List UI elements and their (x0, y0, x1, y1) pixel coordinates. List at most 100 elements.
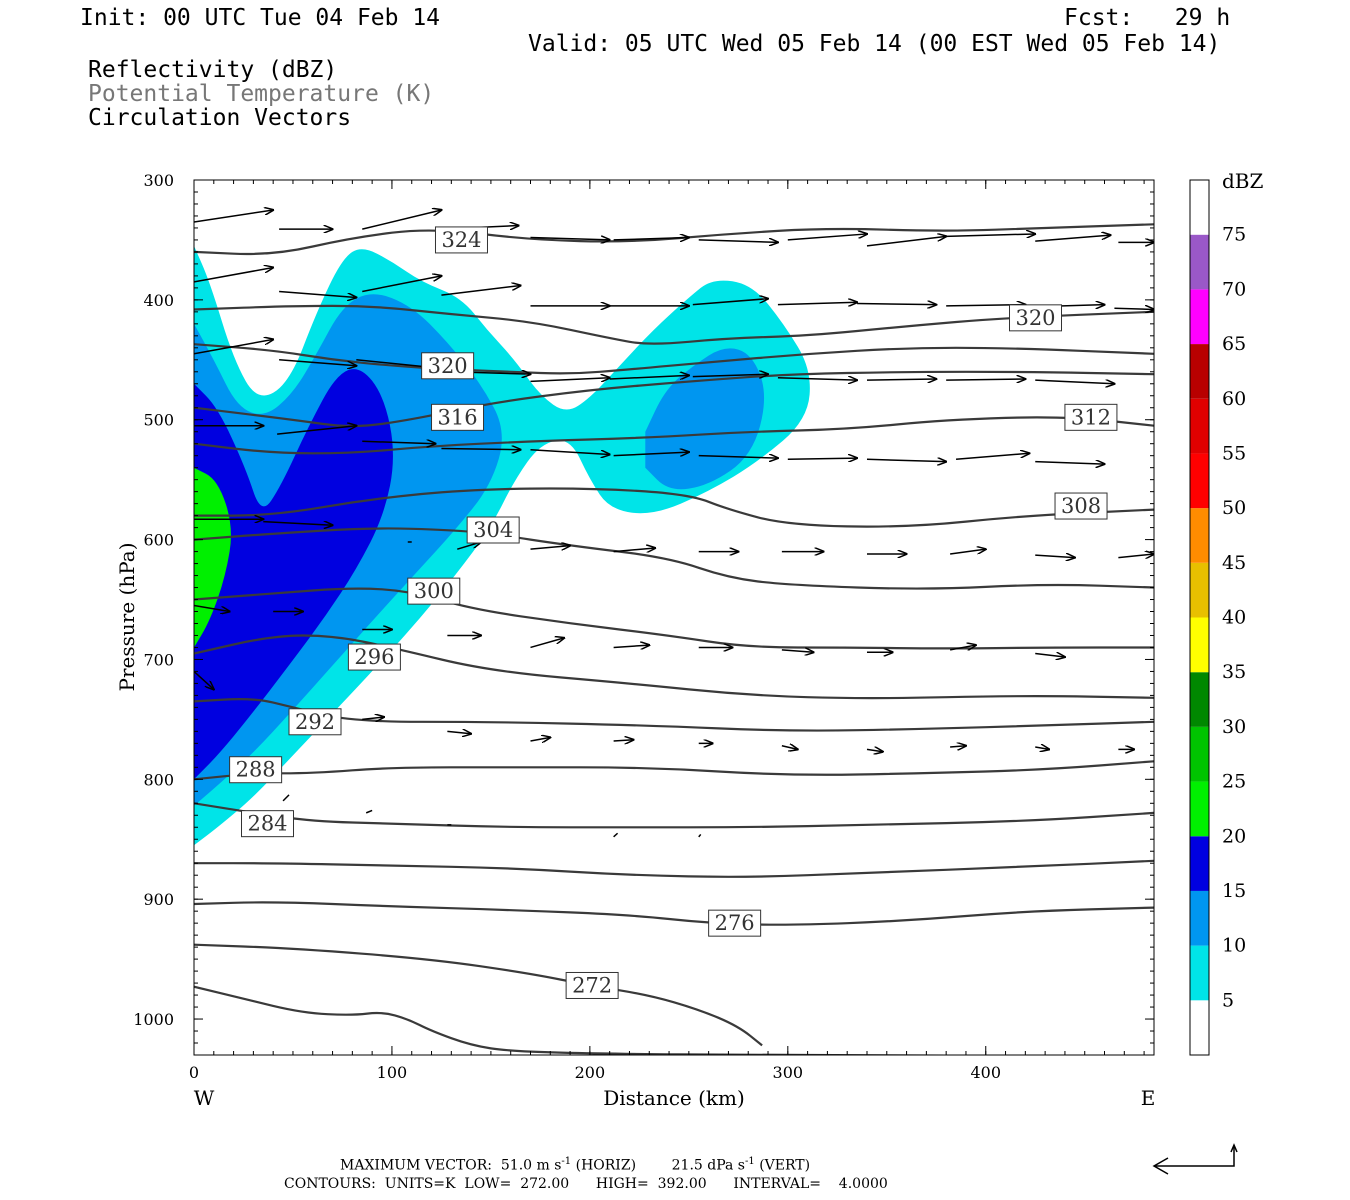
circulation-vector-4 (530, 238, 609, 240)
valid-time: Valid: 05 UTC Wed 05 Feb 14 (00 EST Wed … (528, 31, 1221, 57)
circulation-vector-41 (698, 456, 778, 458)
colorbar-swatch-8 (1190, 562, 1209, 618)
circulation-vector-51 (613, 548, 656, 552)
circulation-vector-62 (530, 638, 564, 649)
x-tick-label-200: 200 (575, 1063, 606, 1082)
contours-note: CONTOURS: UNITS=K LOW= 272.00 HIGH= 392.… (284, 1176, 888, 1192)
contour-label-box-304 (466, 516, 520, 544)
colorbar-level-65: 65 (1222, 333, 1246, 355)
colorbar-swatch-12 (1190, 344, 1209, 399)
circulation-vector-76 (866, 749, 883, 751)
contour-label-276: 276 (715, 911, 755, 935)
legend-reflectivity: Reflectivity (dBZ) (88, 57, 338, 83)
x-edge-label-west: W (194, 1086, 215, 1110)
contour-label-box-284 (241, 810, 295, 838)
theta-contour-316 (194, 370, 1154, 428)
contour-label-320: 320 (428, 354, 468, 378)
circulation-vector-32 (866, 379, 936, 380)
colorbar-level-40: 40 (1222, 607, 1246, 629)
circulation-vector-71 (447, 731, 471, 733)
contour-label-box-276 (708, 909, 762, 937)
circulation-vector-67 (949, 645, 976, 650)
colorbar-swatch-5 (1190, 726, 1209, 782)
x-tick-label-100: 100 (377, 1063, 408, 1082)
colorbar-swatch-9 (1190, 508, 1209, 563)
y-tick-label-500: 500 (143, 411, 174, 430)
colorbar-swatch-3 (1190, 836, 1209, 891)
colorbar-level-5: 5 (1222, 989, 1234, 1011)
colorbar: 5 10 15 20 25 30 35 40 45 50 55 60 65 70 75 (1189, 179, 1246, 1056)
circulation-vector-77 (950, 746, 966, 747)
y-tick-label-1000: 1000 (133, 1010, 174, 1029)
contour-label-box-312 (1064, 403, 1118, 431)
legend-circulation-vectors: Circulation Vectors (88, 105, 352, 131)
circulation-vector-5 (613, 238, 689, 240)
contour-label-box-272 (565, 971, 619, 999)
reference-vector-icon (1152, 1143, 1238, 1175)
contour-label-284: 284 (247, 812, 287, 836)
max-vector-mid: (HORIZ) 21.5 dPa s (571, 1157, 745, 1174)
circulation-vector-84 (698, 833, 702, 838)
circulation-vector-2 (362, 210, 441, 230)
y-tick-label-300: 300 (143, 171, 174, 190)
circulation-vector-81 (365, 809, 373, 814)
theta-contour-312 (194, 416, 1154, 455)
contour-label-box-320 (1009, 304, 1063, 332)
colorbar-level-45: 45 (1222, 552, 1246, 574)
circulation-vector-31 (777, 378, 857, 380)
y-tick-label-400: 400 (143, 291, 174, 310)
init-time: Init: 00 UTC Tue 04 Feb 14 (80, 5, 441, 31)
colorbar-swatch-14 (1190, 234, 1209, 290)
circulation-vector-45 (1035, 462, 1104, 464)
colorbar-level-25: 25 (1222, 771, 1246, 793)
circulation-vector-14 (362, 276, 441, 293)
colorbar-level-35: 35 (1222, 661, 1246, 683)
circulation-vector-83 (613, 832, 619, 838)
circulation-vector-25 (279, 359, 356, 366)
circulation-vector-29 (609, 375, 689, 379)
circulation-vector-12 (194, 268, 273, 283)
theta-contour-296 (194, 634, 1154, 700)
circulation-vector-63 (613, 645, 650, 647)
colorbar-level-70: 70 (1222, 278, 1246, 300)
colorbar-level-20: 20 (1222, 825, 1246, 847)
circulation-vector-44 (956, 453, 1029, 461)
x-tick-label-300: 300 (773, 1063, 804, 1082)
contour-label-box-324 (434, 226, 488, 254)
circulation-vector-30 (692, 374, 768, 376)
circulation-vector-47 (263, 522, 332, 526)
circulation-vector-57 (1118, 554, 1154, 558)
circulation-vector-8 (866, 236, 946, 247)
circulation-vector-37 (362, 441, 435, 443)
contour-label-box-292 (288, 708, 342, 736)
theta-contour-324 (194, 223, 1154, 256)
circulation-vector-55 (950, 549, 986, 555)
circulation-vector-36 (277, 426, 356, 435)
contour-label-box-288 (229, 756, 283, 784)
circulation-vector-65 (781, 650, 814, 652)
colorbar-level-15: 15 (1222, 880, 1246, 902)
colorbar-level-50: 50 (1222, 497, 1246, 519)
contour-label-300: 300 (414, 579, 454, 603)
circulation-vector-56 (1035, 555, 1075, 557)
contour-label-292: 292 (295, 710, 335, 734)
circulation-vector-78 (1035, 747, 1049, 749)
circulation-vector-0 (194, 210, 273, 223)
circulation-vector-40 (613, 452, 689, 456)
theta-contour-unlabeled-15 (194, 985, 1010, 1055)
legend-potential-temperature: Potential Temperature (K) (88, 81, 435, 107)
colorbar-level-10: 10 (1222, 935, 1246, 957)
axes: 0 100 200 300 400 300 400 500 600 700 800 900 1000 (133, 171, 1154, 1082)
contour-label-320: 320 (1015, 306, 1055, 330)
y-tick-label-600: 600 (143, 531, 174, 550)
circulation-vector-58 (194, 604, 230, 612)
theta-contour-320 (194, 304, 1154, 345)
colorbar-swatch-4 (1190, 781, 1209, 837)
exp-2: -1 (745, 1156, 755, 1167)
theta-contour-288 (194, 760, 1154, 781)
colorbar-level-60: 60 (1222, 388, 1246, 410)
theta-contour-276 (194, 901, 1154, 926)
contour-label-box-308 (1054, 492, 1108, 520)
contour-label-box-320 (421, 352, 475, 380)
